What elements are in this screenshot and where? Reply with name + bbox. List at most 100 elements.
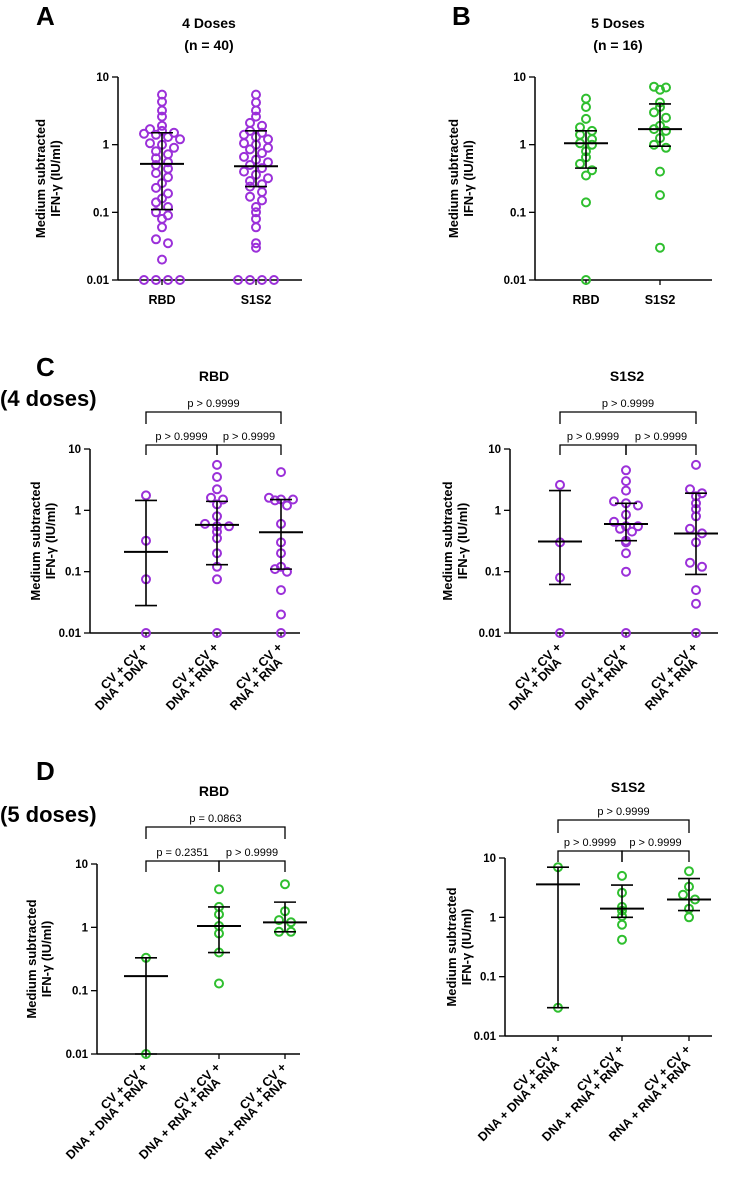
y-tick-label: 0.1 — [65, 567, 82, 579]
data-point — [621, 566, 631, 577]
y-tick-label: 10 — [96, 72, 109, 84]
panel-letter-a: A — [36, 1, 55, 31]
data-point — [175, 275, 185, 285]
data-point — [621, 548, 631, 559]
data-point — [157, 254, 167, 265]
data-point — [587, 139, 597, 150]
p-value-label: p > 0.9999 — [629, 837, 681, 849]
data-point — [141, 628, 151, 638]
significance-bracket — [145, 444, 218, 455]
data-point — [157, 222, 167, 233]
data-point — [621, 465, 631, 476]
data-point — [617, 934, 627, 945]
data-point — [212, 484, 222, 495]
p-value-label: p > 0.9999 — [602, 398, 654, 410]
y-axis-label-line2: IFN-γ (IU/ml) — [39, 921, 54, 998]
panel-letter-c: C — [36, 352, 55, 382]
significance-bracket — [559, 411, 697, 424]
data-point — [251, 242, 261, 253]
data-point — [239, 166, 249, 177]
data-point — [649, 81, 659, 92]
data-point — [212, 574, 222, 585]
data-point — [157, 120, 167, 131]
data-point — [245, 275, 255, 285]
data-point — [251, 111, 261, 122]
p-value-label: p > 0.9999 — [223, 431, 275, 443]
chart-c-s1s2: S1S2 Medium subtracted IFN-γ (IU/ml) 0.01 0.… — [440, 368, 718, 713]
data-point — [151, 275, 161, 285]
data-point — [251, 97, 261, 108]
y-tick-label: 0.01 — [479, 628, 502, 640]
y-tick-label: 0.01 — [66, 1049, 89, 1061]
chart-b-5-doses: 5 Doses (n = 16) Medium subtracted IFN-γ (I… — [446, 15, 712, 307]
p-value-label: p = 0.2351 — [156, 847, 208, 859]
data-point — [581, 93, 591, 104]
data-point — [251, 89, 261, 100]
data-point — [661, 82, 671, 93]
data-point — [621, 628, 631, 638]
data-point — [274, 915, 284, 926]
y-tick-label: 10 — [483, 853, 496, 865]
data-point — [621, 476, 631, 487]
x-category-label: RBD — [572, 293, 599, 307]
data-point — [257, 163, 267, 174]
y-axis-label-line2: IFN-γ (IU/ml) — [43, 503, 58, 580]
data-point — [655, 190, 665, 201]
p-value-label: p > 0.9999 — [226, 847, 278, 859]
data-point — [257, 275, 267, 285]
data-point — [157, 89, 167, 100]
y-tick-label: 0.01 — [87, 275, 110, 287]
dose-label-d: (5 doses) — [0, 802, 97, 827]
data-point — [649, 107, 659, 118]
y-tick-label: 1 — [103, 140, 110, 152]
y-tick-label: 1 — [490, 912, 497, 924]
data-point — [691, 598, 701, 609]
chart-a-4-doses: 4 Doses (n = 40) Medium subtracted IFN-γ (I… — [33, 15, 302, 307]
data-point — [151, 207, 161, 218]
data-point — [685, 484, 695, 495]
data-point — [678, 889, 688, 900]
data-point — [661, 112, 671, 123]
data-point — [251, 207, 261, 218]
y-tick-label: 1 — [520, 140, 527, 152]
data-point — [145, 138, 155, 149]
data-point — [555, 628, 565, 638]
data-point — [163, 275, 173, 285]
data-point — [239, 151, 249, 162]
data-point — [697, 561, 707, 572]
x-category-label-line2: DNA + DNA + RNA — [63, 1075, 150, 1162]
y-tick-label: 10 — [488, 444, 501, 456]
data-point — [691, 459, 701, 470]
y-tick-label: 0.1 — [510, 207, 527, 219]
data-point — [157, 111, 167, 122]
significance-bracket — [557, 819, 690, 833]
y-tick-label: 0.1 — [485, 567, 502, 579]
data-point — [151, 153, 161, 164]
data-point — [245, 176, 255, 186]
data-point — [276, 628, 286, 638]
y-axis-label-line1: Medium subtracted — [440, 481, 455, 600]
significance-bracket — [559, 444, 627, 455]
y-axis-label-line1: Medium subtracted — [446, 119, 461, 238]
data-point — [263, 134, 273, 145]
significance-bracket — [145, 860, 220, 872]
chart-c-rbd: RBD Medium subtracted IFN-γ (IU/ml) 0.01 0.1… — [28, 368, 303, 713]
data-point — [691, 585, 701, 596]
data-point — [163, 172, 173, 183]
data-point — [257, 120, 267, 131]
significance-bracket — [145, 411, 282, 424]
significance-bracket — [621, 850, 690, 862]
p-value-label: p > 0.9999 — [635, 431, 687, 443]
x-category-label: RBD — [148, 293, 175, 307]
data-point — [151, 197, 161, 208]
data-point — [245, 144, 255, 155]
data-point — [633, 500, 643, 511]
chart-title: 4 Doses — [182, 15, 236, 31]
p-value-label: p > 0.9999 — [597, 806, 649, 818]
y-axis-label-line2: IFN-γ (IU/ml) — [459, 909, 474, 986]
data-point — [609, 496, 619, 507]
data-point — [581, 113, 591, 124]
y-tick-label: 1 — [75, 505, 82, 517]
panel-letter-d: D — [36, 756, 55, 786]
